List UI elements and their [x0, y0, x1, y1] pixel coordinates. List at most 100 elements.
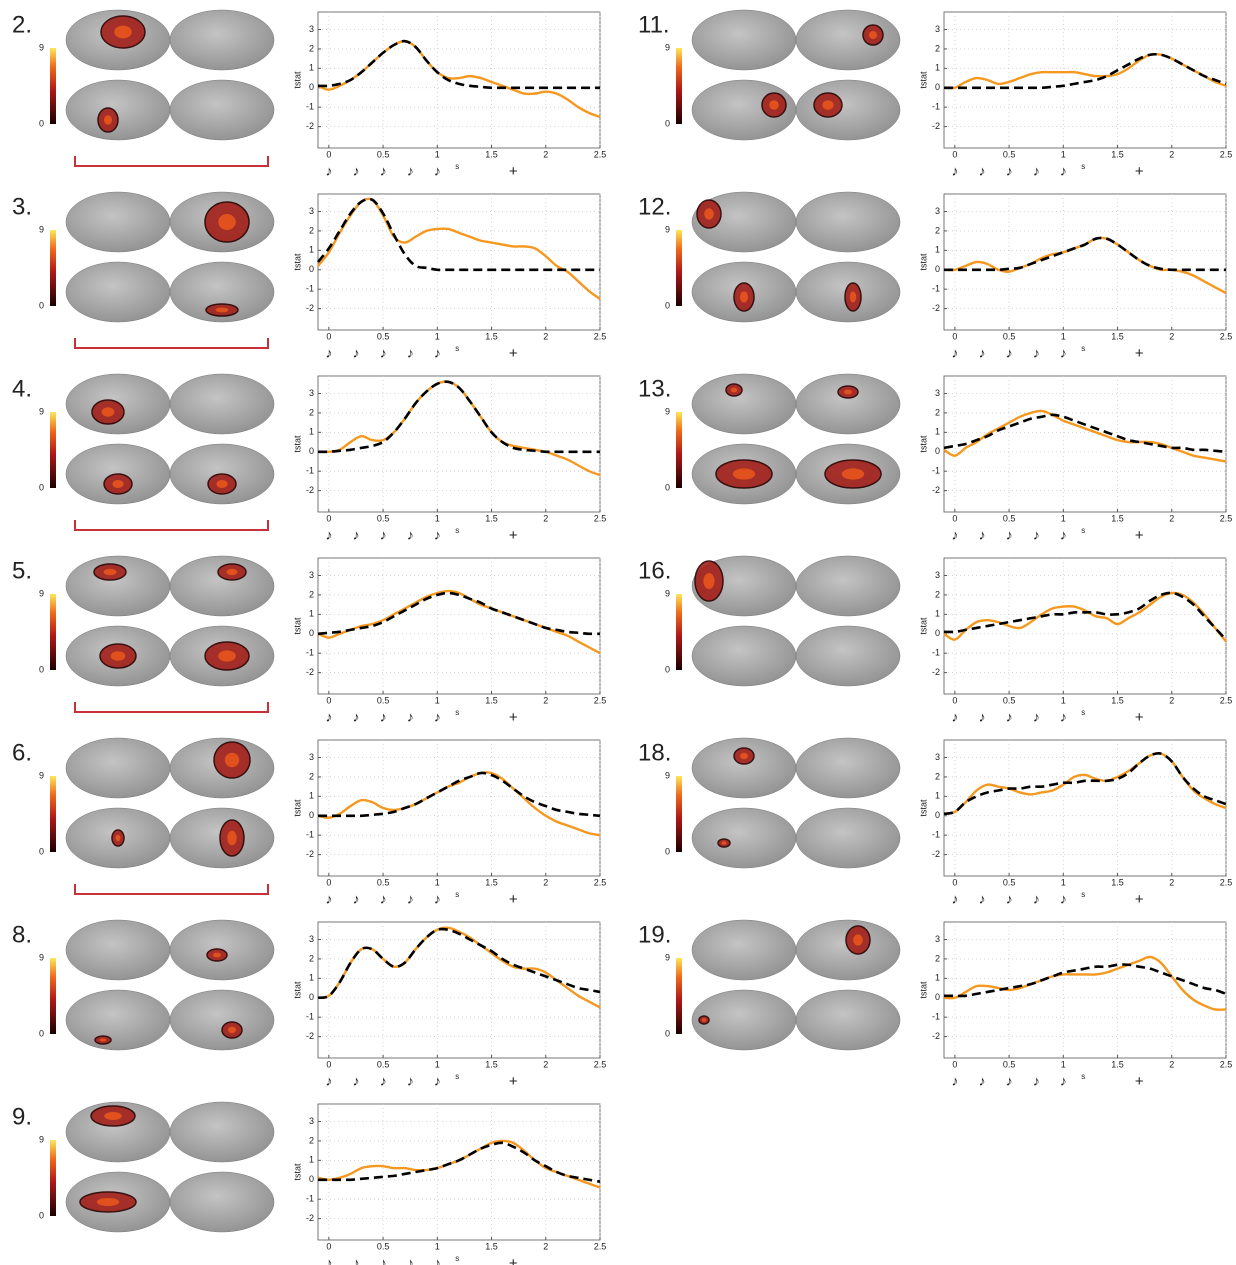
note: ♪	[1033, 345, 1040, 361]
probe: +	[509, 527, 518, 544]
brain	[796, 556, 900, 616]
panel: 5.09-2-1012300.511.522.5tstat♪♪♪♪♪s+	[12, 556, 606, 726]
note: ♪	[951, 345, 958, 361]
probe: +	[1135, 709, 1144, 726]
x-tick-label: 0.5	[1003, 695, 1016, 705]
panel: 12.09-2-1012300.511.522.5tstat♪♪♪♪♪s+	[638, 192, 1232, 362]
y-tick-label: 1	[309, 973, 314, 983]
x-tick-label: 2.5	[594, 149, 607, 159]
activation-core	[100, 1038, 106, 1041]
brain	[796, 192, 900, 252]
x-tick-label: 0	[952, 877, 957, 887]
activation-core	[225, 753, 239, 767]
x-tick-label: 1.5	[1111, 149, 1124, 159]
y-tick-label: 2	[309, 43, 314, 53]
y-tick-label: -1	[306, 466, 314, 476]
y-tick-label: -1	[306, 830, 314, 840]
brain	[170, 556, 274, 616]
y-axis-label: tstat	[918, 253, 928, 271]
note: ♪	[352, 345, 359, 361]
activation-core	[218, 650, 236, 661]
note: ♪	[325, 891, 332, 907]
brain	[66, 920, 170, 980]
time-unit: s	[1081, 162, 1085, 171]
x-tick-label: 2.5	[1220, 877, 1233, 887]
bracket	[75, 156, 268, 166]
x-tick-label: 0.5	[1003, 149, 1016, 159]
activation-core	[112, 480, 123, 488]
colorbar	[676, 412, 682, 488]
time-unit: s	[1081, 526, 1085, 535]
x-tick-label: 2.5	[1220, 1059, 1233, 1069]
y-tick-label: 1	[309, 245, 314, 255]
colorbar	[676, 958, 682, 1034]
x-tick-label: 1	[435, 331, 440, 341]
note: ♪	[380, 709, 387, 725]
note: ♪	[352, 527, 359, 543]
x-tick-label: 2	[543, 149, 548, 159]
y-tick-label: -2	[306, 667, 314, 677]
colorbar-label: 0	[39, 118, 44, 128]
note: ♪	[407, 891, 414, 907]
x-tick-label: 0	[326, 877, 331, 887]
y-tick-label: 3	[309, 388, 314, 398]
colorbar-label: 9	[39, 588, 44, 598]
x-tick-label: 0	[952, 695, 957, 705]
x-tick-label: 0.5	[1003, 877, 1016, 887]
y-tick-label: -2	[932, 667, 940, 677]
note: ♪	[352, 1255, 359, 1265]
x-tick-label: 0.5	[1003, 1059, 1016, 1069]
panel-label: 16.	[638, 557, 671, 584]
brain	[692, 10, 796, 70]
colorbar-label: 9	[665, 770, 670, 780]
y-tick-label: 2	[935, 407, 940, 417]
x-tick-label: 1.5	[485, 1059, 498, 1069]
x-tick-label: 0	[326, 695, 331, 705]
note: ♪	[407, 1255, 414, 1265]
y-axis-label: tstat	[292, 1163, 302, 1181]
note: ♪	[1006, 891, 1013, 907]
activation-core	[853, 934, 863, 945]
x-tick-label: 2.5	[594, 513, 607, 523]
y-tick-label: 1	[309, 791, 314, 801]
y-tick-label: -1	[932, 284, 940, 294]
note: ♪	[434, 527, 441, 543]
note: ♪	[325, 527, 332, 543]
note: ♪	[380, 345, 387, 361]
y-tick-label: 3	[935, 24, 940, 34]
y-tick-label: 2	[935, 771, 940, 781]
x-tick-label: 0.5	[377, 513, 390, 523]
y-tick-label: 2	[309, 225, 314, 235]
activation-core	[227, 831, 237, 845]
colorbar	[50, 412, 56, 488]
panel: 18.09-2-1012300.511.522.5tstat♪♪♪♪♪s+	[638, 738, 1232, 908]
probe: +	[509, 1073, 518, 1090]
note: ♪	[325, 1073, 332, 1089]
colorbar	[50, 958, 56, 1034]
x-tick-label: 0	[326, 1059, 331, 1069]
x-tick-label: 0.5	[377, 149, 390, 159]
y-tick-label: 3	[309, 752, 314, 762]
y-tick-label: 3	[935, 752, 940, 762]
activation-core	[731, 388, 737, 393]
colorbar-label: 9	[39, 952, 44, 962]
note: ♪	[1033, 891, 1040, 907]
activation-core	[102, 407, 115, 417]
activation-core	[114, 26, 132, 39]
x-tick-label: 2.5	[1220, 149, 1233, 159]
activation-core	[213, 953, 221, 958]
brain	[66, 738, 170, 798]
x-tick-label: 2.5	[594, 331, 607, 341]
note: ♪	[1060, 1073, 1067, 1089]
activation-core	[740, 753, 748, 759]
note: ♪	[951, 1073, 958, 1089]
note: ♪	[434, 709, 441, 725]
note: ♪	[1006, 1073, 1013, 1089]
activation-core	[104, 1112, 122, 1120]
x-tick-label: 2	[543, 695, 548, 705]
panel-label: 4.	[12, 375, 32, 402]
y-tick-label: 0	[309, 446, 314, 456]
note: ♪	[951, 527, 958, 543]
probe: +	[1135, 1073, 1144, 1090]
